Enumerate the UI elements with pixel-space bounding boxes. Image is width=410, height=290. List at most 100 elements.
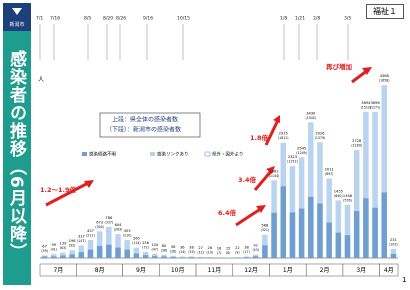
bar: [69, 250, 75, 258]
value-label: 3696: [370, 101, 380, 105]
city-label: (92): [69, 244, 76, 248]
city-label: (1144): [269, 174, 280, 178]
event-date: 2/8: [313, 16, 320, 22]
city-bar: [133, 253, 140, 258]
city-label: (211): [86, 233, 95, 237]
bar: [335, 200, 342, 258]
value-label: 673: [96, 220, 103, 224]
legend: 感染経路不明 感染リンクあり 県外・国外より: [82, 151, 243, 158]
value-label: 67: [42, 244, 47, 248]
bar: [207, 256, 213, 258]
x-tick-label: 9月: [136, 267, 146, 274]
value-label: 196: [69, 239, 77, 243]
city-bar: [243, 257, 250, 258]
city-label: (17): [243, 250, 250, 254]
value-label: 156: [142, 241, 150, 245]
value-label: 99: [51, 243, 56, 247]
value-label: 4368: [380, 74, 390, 78]
city-bar: [106, 244, 112, 258]
city-label: (321): [261, 228, 270, 232]
city-label: (897): [325, 172, 334, 176]
city-label: (1189): [351, 144, 362, 148]
event-date: 8/5: [84, 16, 91, 22]
city-bar: [87, 249, 94, 258]
city-bar: [151, 256, 158, 258]
value-label: 1962: [269, 169, 278, 173]
city-bar: [252, 256, 259, 258]
x-tick-label: 1月: [283, 267, 293, 274]
annotation: 3.4倍: [238, 175, 257, 184]
city-label: (1811): [278, 136, 289, 140]
bar: [170, 255, 176, 258]
city-label: (7): [217, 251, 222, 255]
event-date: 3/5: [344, 16, 351, 22]
value-label: 455: [124, 229, 131, 233]
bar: [344, 204, 351, 258]
bar: [225, 257, 231, 258]
city-bar: [170, 256, 176, 258]
value-label: 2323: [288, 155, 297, 159]
badge: 福祉１: [366, 4, 404, 19]
city-bar: [142, 255, 149, 258]
bar: [353, 150, 360, 258]
bar: [197, 256, 204, 258]
bar: [372, 111, 378, 258]
value-label: 38: [189, 245, 194, 249]
city-label: (114): [132, 241, 141, 245]
city-label: (47): [151, 247, 158, 251]
event-markers: [39, 24, 349, 60]
value-label: 22: [235, 246, 240, 250]
annotation: 1.2〜1.9倍: [40, 185, 77, 194]
x-tick-label: 10月: [171, 267, 185, 274]
city-label: (304): [95, 225, 104, 229]
event-date: 1/21: [295, 16, 305, 22]
value-label: 36: [180, 246, 185, 250]
city-bar: [161, 256, 167, 258]
bar: [106, 226, 112, 258]
event-date: 7/16: [50, 16, 60, 22]
x-tick-label: 12月: [244, 267, 258, 274]
bar: [298, 157, 305, 258]
value-label: 91: [253, 243, 258, 247]
event-date: 8/26: [116, 16, 126, 22]
value-label: 457: [87, 229, 94, 233]
note: （下段）：新潟市の感染者数: [106, 126, 181, 134]
value-label: 2926: [315, 131, 325, 135]
bar: [289, 166, 296, 258]
bar: [252, 254, 259, 258]
city-bar: [271, 212, 277, 258]
bar: [234, 257, 241, 258]
event-date: 8/20: [103, 16, 113, 22]
city-label: (1658): [379, 79, 390, 83]
city-label: (39): [41, 249, 48, 253]
city-label: (1249): [296, 151, 307, 155]
city-bar: [363, 198, 369, 258]
bar: [243, 256, 250, 258]
bar: [308, 122, 314, 258]
city-bar: [124, 249, 130, 258]
city-bar: [353, 210, 360, 258]
city-label: (26): [170, 249, 177, 253]
note-box: [99, 112, 201, 138]
note: 上段：県全体の感染者数: [112, 116, 178, 124]
city-bar: [335, 232, 342, 258]
city-bar: [51, 256, 57, 258]
city-bar: [289, 212, 296, 258]
city-label: (9): [235, 251, 240, 255]
bar: [78, 245, 85, 258]
bar: [216, 257, 222, 258]
value-label: 38: [244, 245, 249, 249]
page-number: 1: [402, 276, 406, 284]
legend-label: 県外・国外より: [212, 151, 243, 158]
bar: [317, 142, 323, 258]
value-label: 317: [78, 234, 85, 238]
city-label: (640): [334, 194, 343, 198]
x-tick-label: 8月: [95, 267, 105, 274]
value-label: 15: [226, 246, 231, 250]
city-label: (38): [161, 248, 168, 252]
legend-swatch: [150, 152, 155, 156]
bar: [381, 85, 387, 258]
city-label: (43): [252, 248, 259, 252]
bar: [390, 248, 397, 258]
bar: [96, 231, 103, 258]
